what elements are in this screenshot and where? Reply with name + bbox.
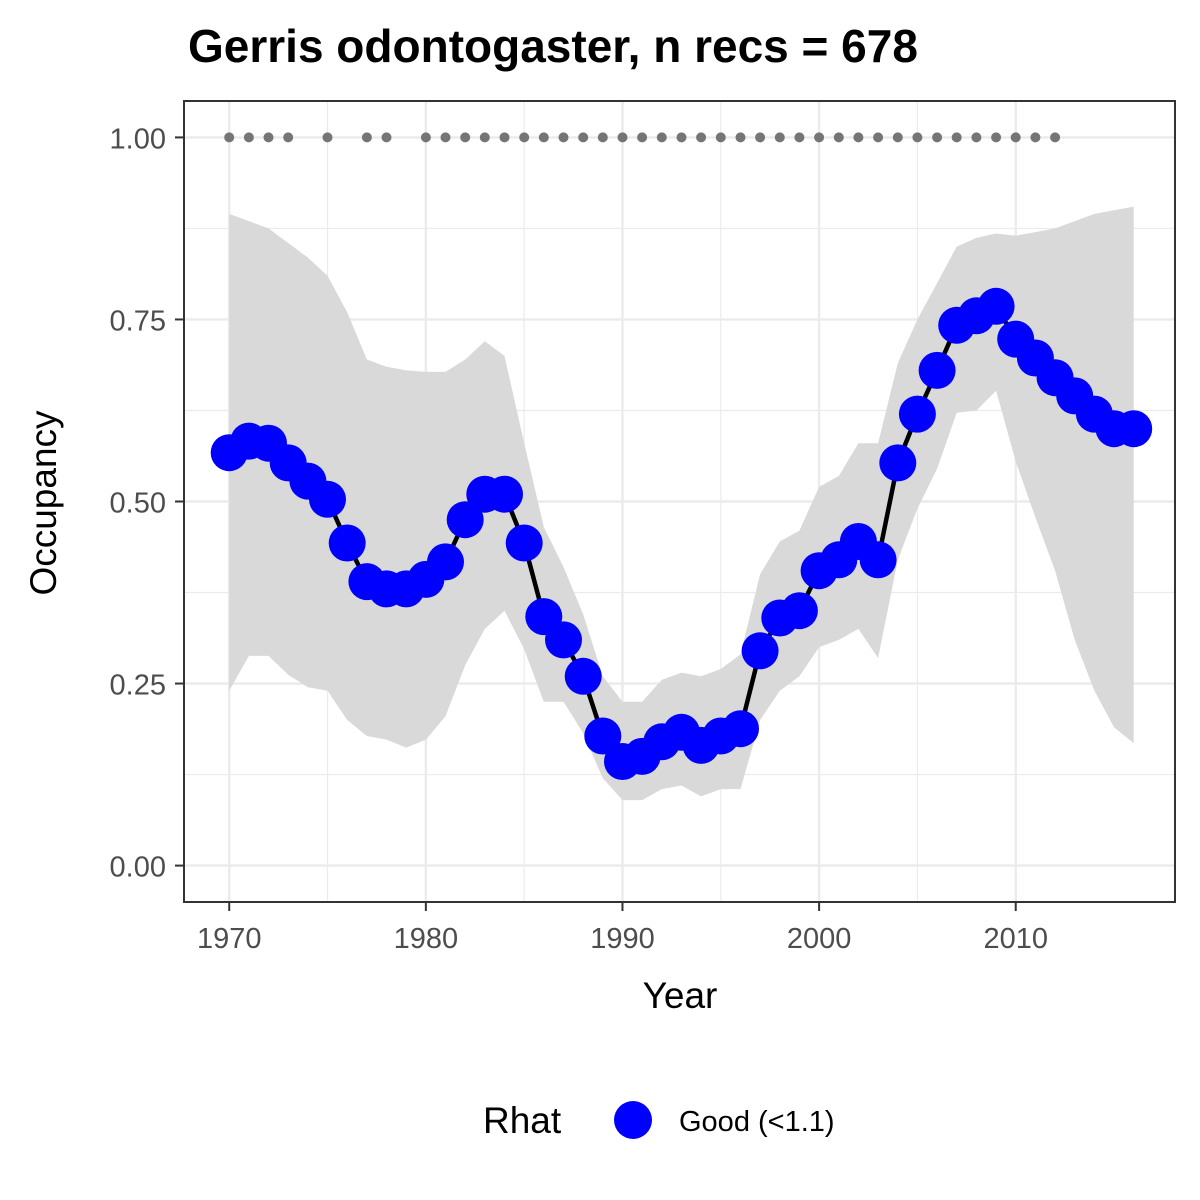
record-year-dot (1010, 132, 1021, 143)
occupancy-point (545, 621, 582, 659)
record-year-dot (440, 132, 451, 143)
occupancy-point (898, 395, 936, 433)
record-year-dot (971, 132, 982, 143)
y-axis-title: Occupancy (23, 410, 64, 596)
y-tick-label: 0.50 (110, 488, 166, 520)
record-year-dot (224, 132, 235, 143)
record-year-dot (814, 132, 825, 143)
occupancy-point (879, 444, 917, 482)
record-year-dot (617, 132, 628, 143)
occupancy-point (328, 524, 366, 562)
occupancy-point (427, 543, 464, 581)
occupancy-point (309, 480, 346, 518)
occupancy-point (486, 475, 523, 513)
record-year-dot (715, 132, 726, 143)
record-years-layer (224, 132, 1061, 143)
x-tick-label: 2000 (787, 923, 852, 955)
x-tick-label: 1980 (394, 923, 459, 955)
record-year-dot (597, 132, 608, 143)
record-year-dot (578, 132, 589, 143)
occupancy-point (741, 632, 779, 670)
record-year-dot (932, 132, 943, 143)
occupancy-point (780, 592, 818, 630)
record-year-dot (538, 132, 549, 143)
legend-key-good (614, 1101, 652, 1139)
occupancy-point (584, 717, 622, 755)
record-year-dot (322, 132, 333, 143)
x-tick-label: 1970 (197, 923, 262, 955)
record-year-dot (1050, 132, 1061, 143)
record-year-dot (755, 132, 766, 143)
occupancy-point (722, 710, 759, 748)
record-year-dot (460, 132, 471, 143)
occupancy-points-layer (210, 287, 1153, 780)
record-year-dot (479, 132, 490, 143)
x-axis-ticks: 1970 1980 1990 2000 2010 (197, 902, 1048, 955)
occupancy-point (918, 351, 956, 389)
record-year-dot (243, 132, 254, 143)
record-year-dot (873, 132, 884, 143)
record-year-dot (853, 132, 864, 143)
y-axis-ticks: 0.00 0.25 0.50 0.75 1.00 (110, 123, 184, 884)
record-year-dot (519, 132, 530, 143)
chart-title: Gerris odontogaster, n recs = 678 (188, 20, 918, 72)
record-year-dot (263, 132, 274, 143)
record-year-dot (912, 132, 923, 143)
record-year-dot (696, 132, 707, 143)
x-axis-title: Year (643, 975, 718, 1016)
legend-label-good: Good (<1.1) (679, 1106, 835, 1138)
record-year-dot (1030, 132, 1041, 143)
occupancy-point (564, 657, 602, 695)
record-year-dot (420, 132, 431, 143)
legend: Rhat Good (<1.1) (483, 1100, 835, 1141)
record-year-dot (499, 132, 510, 143)
y-tick-label: 0.00 (110, 852, 166, 884)
y-tick-label: 0.25 (110, 670, 166, 702)
record-year-dot (676, 132, 687, 143)
record-year-dot (892, 132, 903, 143)
occupancy-point (446, 501, 484, 539)
y-tick-label: 1.00 (110, 123, 166, 155)
record-year-dot (361, 132, 372, 143)
record-year-dot (833, 132, 844, 143)
legend-title: Rhat (483, 1100, 562, 1141)
occupancy-point (505, 524, 543, 562)
record-year-dot (991, 132, 1002, 143)
credible-interval-layer (229, 206, 1134, 801)
record-year-dot (558, 132, 569, 143)
occupancy-point (859, 541, 897, 579)
record-year-dot (774, 132, 785, 143)
record-year-dot (735, 132, 746, 143)
record-year-dot (656, 132, 667, 143)
record-year-dot (637, 132, 648, 143)
record-year-dot (794, 132, 805, 143)
y-tick-label: 0.75 (110, 305, 166, 337)
occupancy-point (1115, 410, 1153, 448)
record-year-dot (381, 132, 392, 143)
x-tick-label: 1990 (590, 923, 655, 955)
x-tick-label: 2010 (983, 923, 1048, 955)
record-year-dot (283, 132, 294, 143)
credible-interval-ribbon (229, 206, 1134, 801)
record-year-dot (951, 132, 962, 143)
occupancy-point (977, 287, 1015, 325)
